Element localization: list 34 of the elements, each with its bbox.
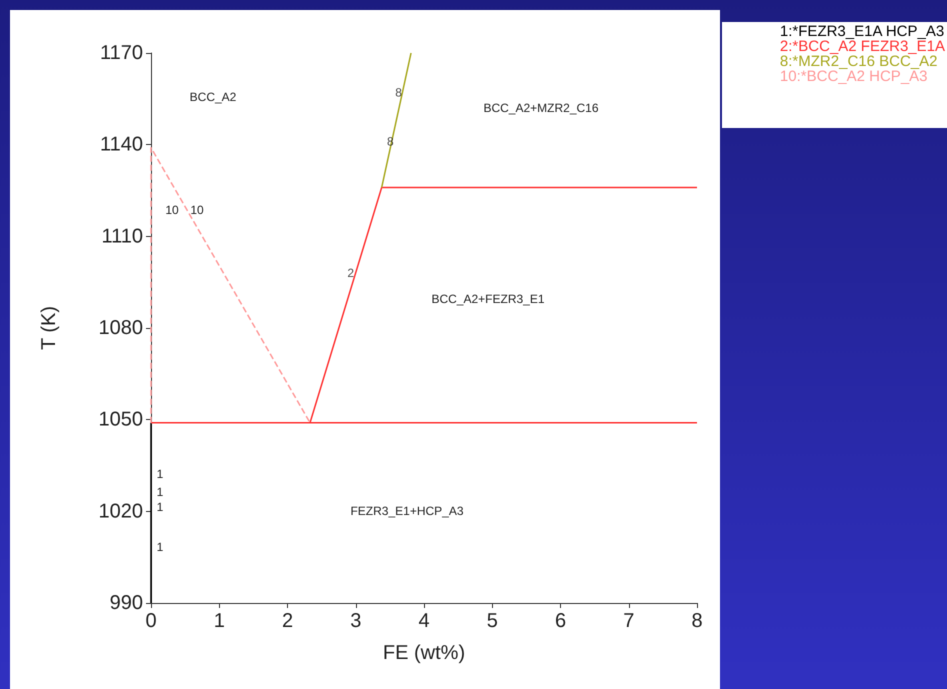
annotation: 1 — [156, 485, 164, 499]
x-tick-label: 3 — [350, 610, 362, 632]
y-tick-label: 1050 — [98, 408, 143, 431]
annotation: 2 — [347, 266, 354, 280]
annotation: 10 — [190, 203, 204, 217]
text: 1:*FEZR3_E1A HCP_A3 — [780, 23, 944, 40]
annotation: BCC_A2 — [190, 90, 237, 104]
x-tick-label: 2 — [282, 610, 294, 632]
text: 10:*BCC_A2 HCP_A3 — [780, 68, 928, 85]
y-tick-label: 1080 — [98, 317, 143, 339]
annotation: 1 — [156, 540, 164, 554]
y-tick-label: 1140 — [100, 134, 143, 156]
y-axis-title: T (K) — [38, 306, 60, 350]
y-tick-label: 990 — [110, 592, 143, 614]
x-tick-label: 0 — [145, 610, 157, 632]
x-tick-label: 1 — [214, 610, 225, 632]
annotation: BCC_A2+MZR2_C16 — [483, 101, 599, 115]
x-tick-label: 7 — [623, 610, 634, 632]
x-axis-title: FE (wt%) — [382, 642, 466, 664]
annotation: 1 — [156, 467, 164, 481]
annotation: 10 — [165, 203, 179, 217]
annotation: 1 — [156, 500, 164, 514]
text: 8:*MZR2_C16 BCC_A2 — [780, 53, 938, 70]
y-tick-label: 1110 — [101, 225, 143, 248]
x-tick-label: 5 — [486, 610, 498, 632]
y-tick-label: 1170 — [100, 42, 143, 64]
annotation: 8 — [395, 86, 402, 100]
x-tick-label: 8 — [691, 610, 703, 632]
x-tick-label: 6 — [554, 610, 566, 632]
y-tick-label: 1020 — [98, 500, 143, 522]
text: 2:*BCC_A2 FEZR3_E1A — [780, 38, 946, 55]
x-tick-label: 4 — [418, 610, 430, 632]
annotation: BCC_A2+FEZR3_E1 — [431, 292, 545, 306]
annotation: FEZR3_E1+HCP_A3 — [350, 504, 464, 518]
